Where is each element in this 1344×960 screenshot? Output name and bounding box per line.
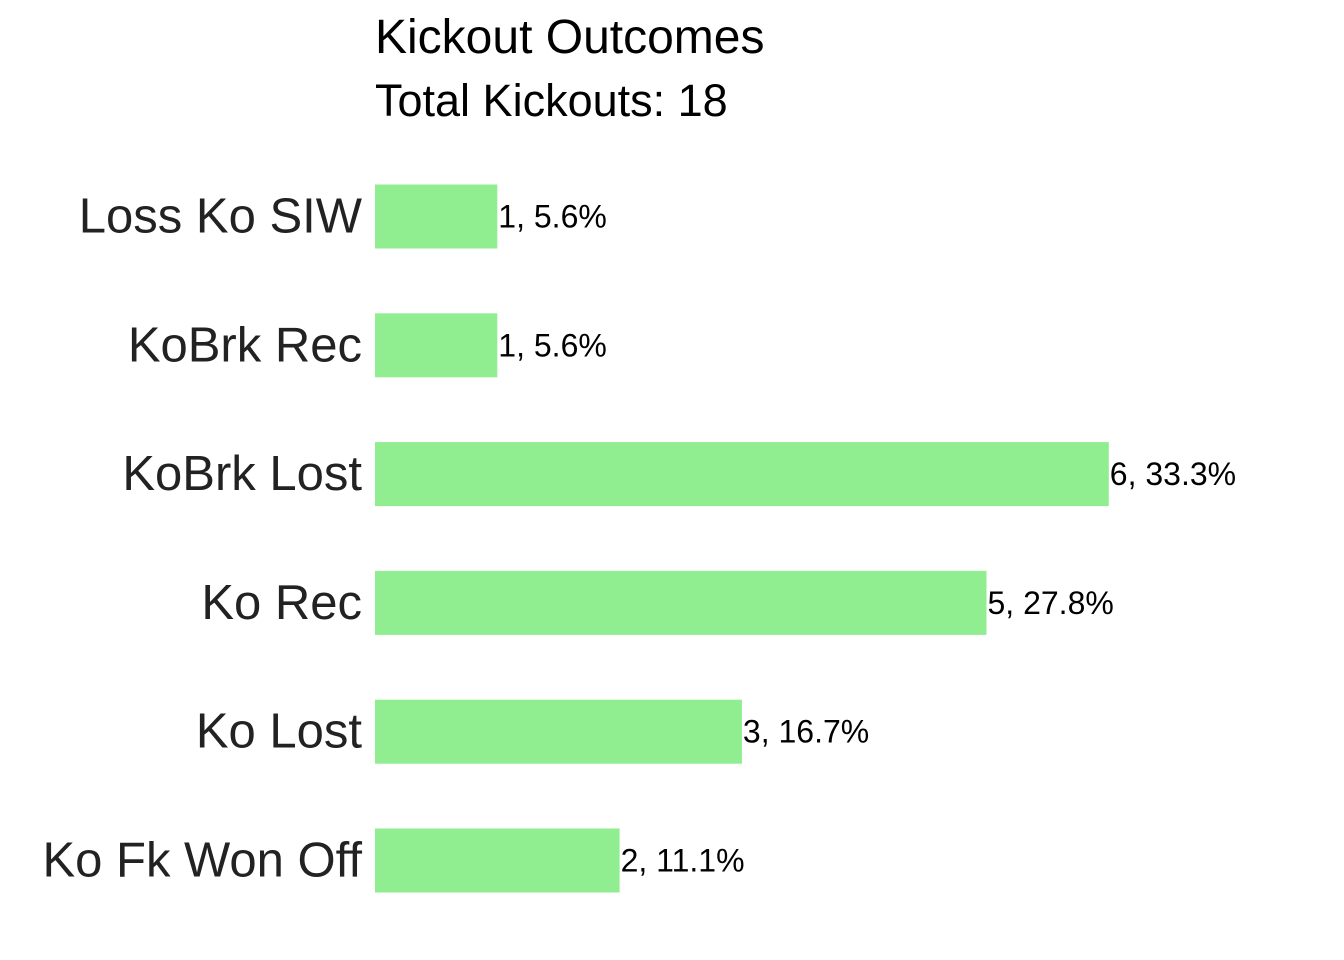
bar-4	[375, 699, 742, 764]
chart-title: Kickout Outcomes	[375, 11, 764, 64]
bar-value-label: 5, 27.8%	[988, 585, 1114, 621]
bar-3	[375, 570, 987, 635]
bar-value-label: 1, 5.6%	[498, 327, 607, 363]
bar-value-label: 3, 16.7%	[743, 714, 869, 750]
bar-value-label: 2, 11.1%	[621, 843, 745, 879]
chart-subtitle: Total Kickouts: 18	[375, 75, 728, 126]
bar-2	[375, 442, 1109, 507]
category-label: KoBrk Lost	[122, 447, 362, 501]
category-label: Ko Rec	[201, 576, 362, 630]
bar-1	[375, 313, 498, 378]
bars-layer: Loss Ko SIW 1, 5.6% KoBrk Rec 1, 5.6% KoBrk …	[42, 184, 1236, 893]
category-label: Ko Fk Won Off	[42, 834, 362, 888]
bar-0	[375, 184, 498, 249]
bar-5	[375, 828, 620, 893]
category-label: Loss Ko SIW	[79, 190, 363, 244]
bar-value-label: 1, 5.6%	[498, 199, 607, 235]
category-label: KoBrk Rec	[128, 318, 362, 372]
bar-value-label: 6, 33.3%	[1110, 456, 1236, 492]
category-label: Ko Lost	[196, 705, 363, 759]
